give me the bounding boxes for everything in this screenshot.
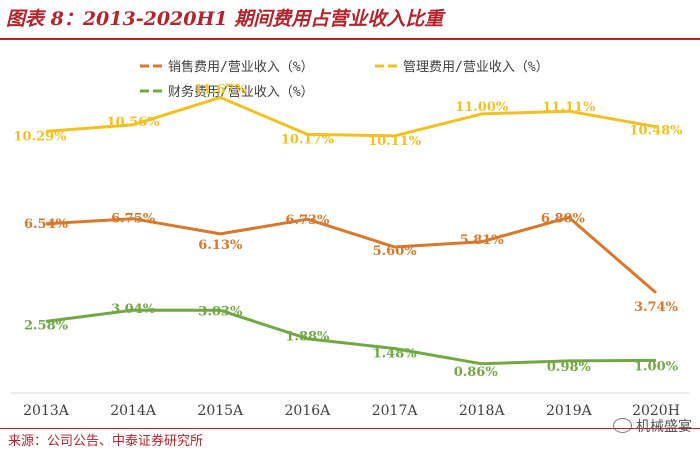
x-tick-label: 2014A xyxy=(110,403,157,419)
x-tick-label: 2015A xyxy=(197,403,244,419)
data-label: 10.56% xyxy=(107,115,161,130)
line-chart: 销售费用/营业收入（%） 管理费用/营业收入（%） 财务费用/营业收入（%） 6.54… xyxy=(10,59,690,419)
data-label: 1.88% xyxy=(285,330,330,345)
watermark-text: 机械盛宴 xyxy=(636,419,692,435)
data-label: 11.00% xyxy=(455,100,509,115)
series-line-2 xyxy=(45,308,657,366)
x-tick-label: 2018A xyxy=(459,403,506,419)
data-label: 6.13% xyxy=(198,238,243,253)
legend-label-1: 管理费用/营业收入（%） xyxy=(403,60,549,75)
data-label: 3.03% xyxy=(198,304,243,319)
data-label: 10.29% xyxy=(13,129,67,144)
data-label: 11.11% xyxy=(542,100,596,115)
chart-title: 图表 8：2013-2020H1 期间费用占营业收入比重 xyxy=(6,8,444,30)
title-divider xyxy=(0,38,700,40)
data-label: 10.11% xyxy=(368,134,422,149)
data-label: 0.98% xyxy=(547,360,592,375)
data-label: 1.48% xyxy=(373,347,418,362)
data-label: 11.67% xyxy=(194,82,248,97)
data-label: 6.80% xyxy=(541,211,586,226)
x-tick-label: 2019A xyxy=(546,403,593,419)
data-label: 10.17% xyxy=(281,132,335,147)
data-label: 1.00% xyxy=(634,359,679,374)
data-label: 5.60% xyxy=(373,244,418,259)
data-label: 10.48% xyxy=(629,124,683,139)
data-label: 6.54% xyxy=(24,217,69,232)
source-divider xyxy=(0,428,700,429)
series-line-1 xyxy=(45,95,657,138)
data-label: 3.74% xyxy=(634,300,679,315)
x-tick-label: 2013A xyxy=(23,403,70,419)
series-line-0 xyxy=(45,215,657,294)
legend-label-2: 财务费用/营业收入（%） xyxy=(168,84,314,100)
x-tick-label: 2017A xyxy=(372,403,419,419)
x-tick-label: 2020H xyxy=(632,403,680,419)
data-label: 6.75% xyxy=(111,212,156,227)
wechat-icon xyxy=(613,418,632,433)
source-note: 来源：公司公告、中泰证券研究所 xyxy=(8,434,204,449)
data-label: 0.86% xyxy=(454,365,499,380)
x-tick-label: 2016A xyxy=(285,403,332,419)
watermark: 机械盛宴 xyxy=(613,417,692,437)
data-label: 2.58% xyxy=(24,318,69,333)
data-label: 6.73% xyxy=(285,213,330,228)
legend-label-0: 销售费用/营业收入（%） xyxy=(168,59,314,75)
data-label: 5.81% xyxy=(460,233,505,248)
data-label: 3.04% xyxy=(111,302,156,317)
